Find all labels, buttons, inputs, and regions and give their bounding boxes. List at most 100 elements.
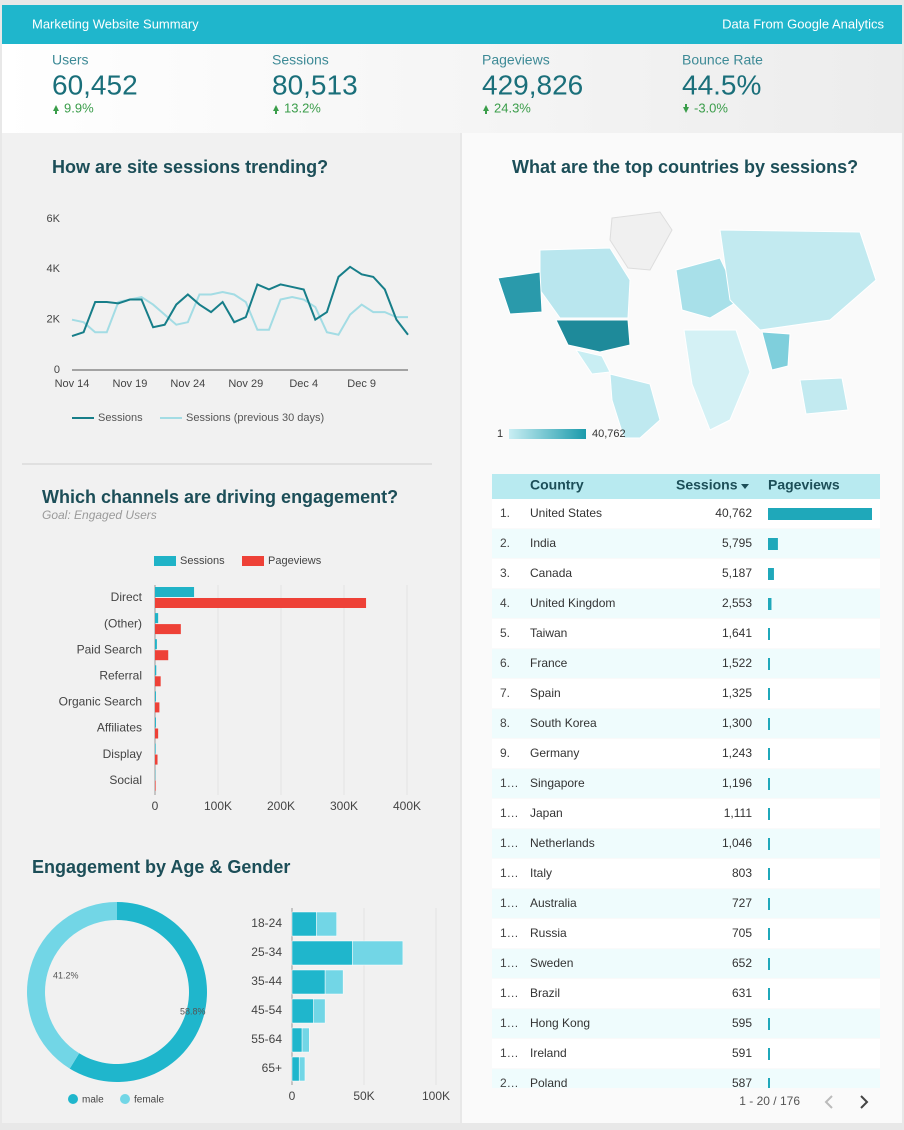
legend-swatch bbox=[154, 556, 176, 566]
x-tick-label: Nov 29 bbox=[228, 378, 263, 390]
x-tick-label: Nov 14 bbox=[55, 378, 90, 390]
rank: 5. bbox=[500, 626, 510, 640]
sessions: 1,300 bbox=[722, 716, 752, 730]
category-label: Referral bbox=[99, 668, 142, 682]
country: Singapore bbox=[530, 776, 585, 790]
bar bbox=[155, 587, 195, 597]
country: France bbox=[530, 656, 568, 670]
bar bbox=[155, 754, 158, 765]
country-table: Country Sessions Pageviews 1. United States 4… bbox=[492, 474, 880, 1090]
map-title: What are the top countries by sessions? bbox=[512, 157, 858, 177]
pageviews-bar bbox=[768, 958, 770, 970]
category-label: Paid Search bbox=[77, 642, 142, 656]
sessions: 591 bbox=[732, 1046, 752, 1060]
next-page[interactable] bbox=[860, 1095, 869, 1109]
x-tick-label: Nov 24 bbox=[170, 378, 205, 390]
slice-label: 58.8% bbox=[180, 1006, 206, 1016]
sessions: 1,641 bbox=[722, 626, 752, 640]
y-tick-label: 0 bbox=[54, 364, 60, 376]
pageviews-bar bbox=[768, 898, 770, 910]
bar-segment bbox=[291, 1056, 300, 1082]
sessions: 705 bbox=[732, 926, 752, 940]
sessions: 2,553 bbox=[722, 596, 752, 610]
rank: 1… bbox=[500, 776, 519, 790]
kpi-arrow bbox=[483, 105, 489, 114]
bar-segment bbox=[352, 940, 404, 966]
sessions: 1,111 bbox=[724, 806, 753, 820]
country: Spain bbox=[530, 686, 561, 700]
table-row bbox=[492, 739, 880, 768]
sessions: 40,762 bbox=[715, 506, 752, 520]
sessions: 595 bbox=[732, 1016, 752, 1030]
category-label: 25-34 bbox=[251, 945, 282, 959]
prev-page[interactable] bbox=[824, 1095, 833, 1109]
pageviews-bar bbox=[768, 808, 770, 820]
kpi-value: 60,452 bbox=[52, 69, 138, 100]
rank: 1… bbox=[500, 836, 519, 850]
kpi-label: Pageviews bbox=[482, 52, 550, 68]
table-row bbox=[492, 919, 880, 948]
pageviews-bar bbox=[768, 1018, 770, 1030]
sessions: 1,046 bbox=[722, 836, 752, 850]
bar-segment bbox=[301, 1027, 310, 1053]
table-row bbox=[492, 1069, 880, 1088]
pageviews-bar bbox=[768, 538, 778, 550]
pageviews-bar bbox=[768, 1048, 770, 1060]
rank: 2… bbox=[500, 1076, 519, 1090]
table-row bbox=[492, 979, 880, 1008]
bar-segment bbox=[324, 969, 344, 995]
map-legend-min: 1 bbox=[497, 428, 503, 440]
sessions: 727 bbox=[732, 896, 752, 910]
x-tick-label: 100K bbox=[422, 1089, 450, 1103]
sessions: 587 bbox=[732, 1076, 752, 1090]
bar-segment bbox=[291, 969, 326, 995]
country: Japan bbox=[530, 806, 563, 820]
bar bbox=[155, 613, 159, 624]
channels-subtitle: Goal: Engaged Users bbox=[42, 508, 157, 522]
category-label: 18-24 bbox=[251, 916, 282, 930]
table-row bbox=[492, 709, 880, 738]
pageviews-bar bbox=[768, 988, 770, 1000]
rank: 1… bbox=[500, 986, 519, 1000]
category-label: 55-64 bbox=[251, 1032, 282, 1046]
bar-segment bbox=[291, 998, 314, 1024]
country: Taiwan bbox=[530, 626, 567, 640]
bar bbox=[155, 728, 159, 739]
rank: 1… bbox=[500, 956, 519, 970]
header-title: Marketing Website Summary bbox=[32, 16, 199, 31]
country: Germany bbox=[530, 746, 579, 760]
legend-swatch bbox=[242, 556, 264, 566]
category-label: 45-54 bbox=[251, 1003, 282, 1017]
bar-segment bbox=[291, 911, 317, 937]
table-row bbox=[492, 889, 880, 918]
kpi-change: 24.3% bbox=[494, 100, 531, 115]
country: Australia bbox=[530, 896, 577, 910]
legend-label: Sessions bbox=[180, 555, 225, 567]
y-tick-label: 2K bbox=[47, 314, 61, 326]
table-row bbox=[492, 589, 880, 618]
rank: 6. bbox=[500, 656, 510, 670]
slice-label: 41.2% bbox=[53, 970, 79, 980]
column-header: Country bbox=[530, 477, 584, 493]
sessions: 652 bbox=[732, 956, 752, 970]
legend-swatch bbox=[68, 1094, 78, 1104]
rank: 2. bbox=[500, 536, 510, 550]
pageviews-bar bbox=[768, 748, 770, 760]
pageviews-bar bbox=[768, 718, 770, 730]
bar bbox=[155, 780, 156, 791]
bar bbox=[155, 743, 156, 754]
legend-swatch bbox=[120, 1094, 130, 1104]
header-bar bbox=[2, 5, 902, 44]
donut-slice bbox=[27, 902, 117, 1069]
world-map bbox=[497, 211, 877, 439]
legend-label: Pageviews bbox=[268, 555, 322, 567]
y-tick-label: 4K bbox=[47, 263, 61, 275]
country: United Kingdom bbox=[530, 596, 615, 610]
bar bbox=[155, 691, 156, 702]
bar bbox=[155, 639, 157, 650]
rank: 1… bbox=[500, 866, 519, 880]
category-label: Display bbox=[103, 747, 142, 761]
category-label: Organic Search bbox=[59, 695, 142, 709]
category-label: Affiliates bbox=[97, 721, 142, 735]
